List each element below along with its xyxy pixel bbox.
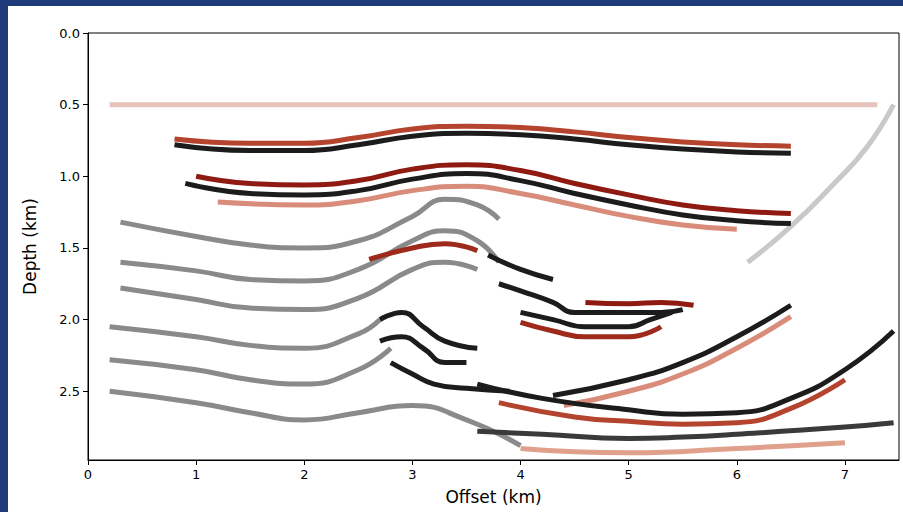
svg-text:1.0: 1.0 <box>59 169 80 184</box>
svg-text:7: 7 <box>841 467 849 482</box>
svg-text:1: 1 <box>192 467 200 482</box>
svg-text:6: 6 <box>733 467 741 482</box>
svg-text:Offset (km): Offset (km) <box>445 487 541 507</box>
svg-text:Depth (km): Depth (km) <box>20 198 40 295</box>
svg-text:2.5: 2.5 <box>59 384 80 399</box>
svg-text:5: 5 <box>625 467 633 482</box>
svg-text:2: 2 <box>300 467 308 482</box>
svg-text:1.5: 1.5 <box>59 240 80 255</box>
svg-text:0.0: 0.0 <box>59 26 80 41</box>
svg-text:0.5: 0.5 <box>59 97 80 112</box>
svg-text:3: 3 <box>408 467 416 482</box>
svg-text:2.0: 2.0 <box>59 312 80 327</box>
svg-text:0: 0 <box>84 467 92 482</box>
svg-text:4: 4 <box>516 467 524 482</box>
